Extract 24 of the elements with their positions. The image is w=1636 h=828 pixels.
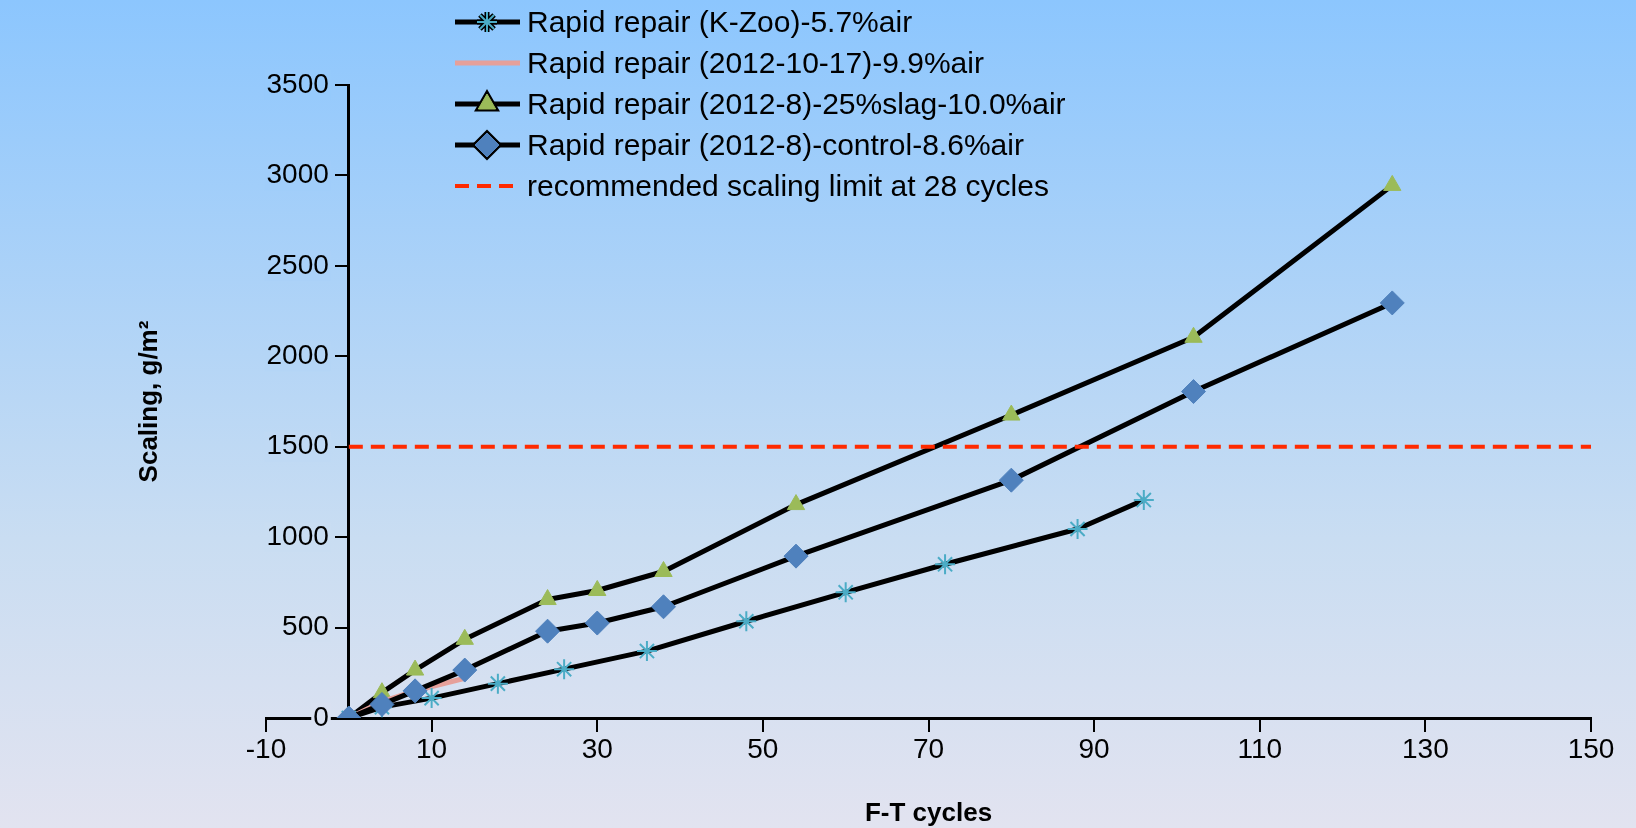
y-tick-label: 2000 xyxy=(266,339,329,370)
y-tick-label: 1000 xyxy=(266,519,329,551)
x-tick-label: 50 xyxy=(747,732,779,764)
x-tick-label: 10 xyxy=(416,732,448,764)
x-tick-label: 30 xyxy=(581,732,613,764)
x-tick-label: 90 xyxy=(1078,732,1110,764)
y-tick-label: 2500 xyxy=(266,248,329,280)
y-axis-title: Scaling, g/m² xyxy=(133,320,164,483)
x-tick-label: 130 xyxy=(1402,732,1449,764)
y-tick-label: 3500 xyxy=(266,67,329,99)
x-tick-label: 110 xyxy=(1237,732,1283,764)
legend-label: Rapid repair (K-Zoo)-5.7%air xyxy=(527,5,913,39)
y-tick-label: 0 xyxy=(313,700,329,732)
y-tick-label: 500 xyxy=(282,610,329,642)
legend-label: Rapid repair (2012-8)-25%slag-10.0%air xyxy=(527,87,1066,121)
y-tick-label: 3000 xyxy=(266,158,329,190)
legend-label: Rapid repair (2012-8)-control-8.6%air xyxy=(527,128,1024,162)
x-tick-label: -10 xyxy=(245,732,287,764)
x-axis-title: F-T cycles xyxy=(864,797,993,828)
y-tick-label: 1500 xyxy=(266,429,329,461)
legend-label: Rapid repair (2012-10-17)-9.9%air xyxy=(527,46,984,80)
legend-label: recommended scaling limit at 28 cycles xyxy=(527,169,1049,203)
x-tick-label: 150 xyxy=(1567,732,1615,764)
x-tick-label: 70 xyxy=(912,732,945,764)
